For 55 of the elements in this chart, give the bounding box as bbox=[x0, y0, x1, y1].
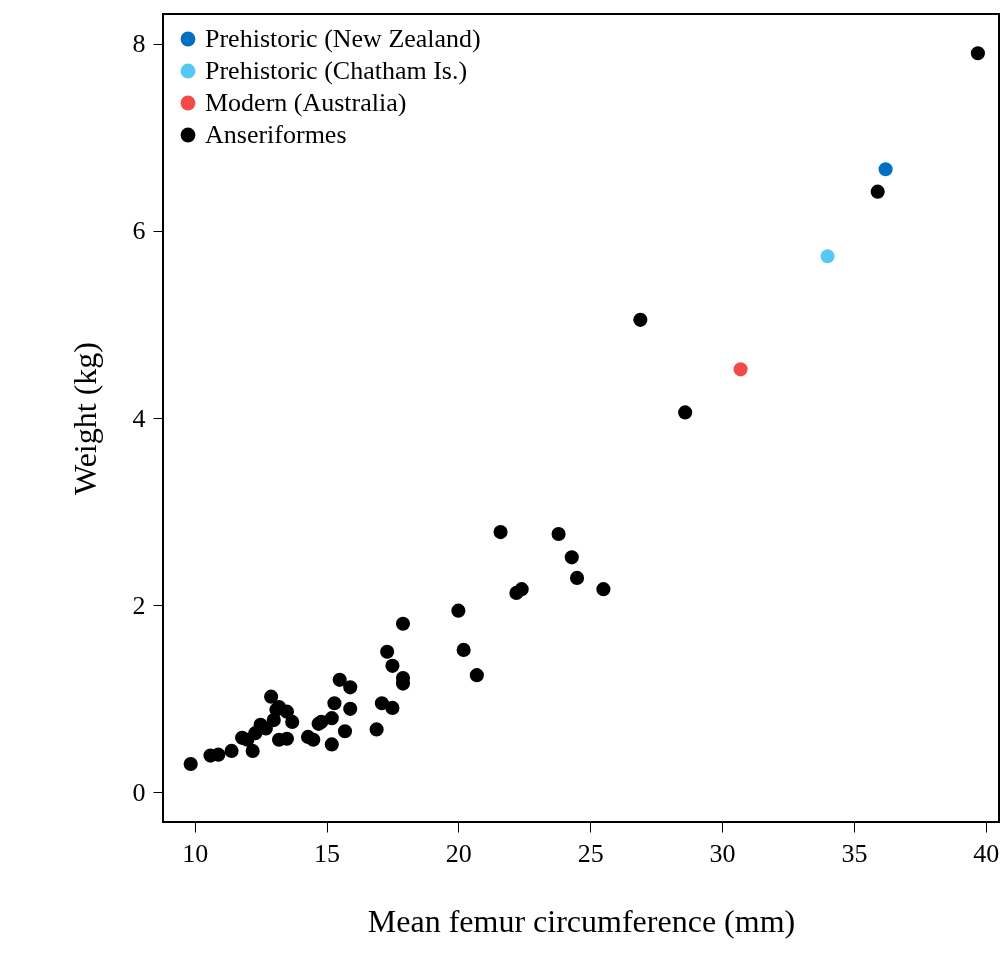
point bbox=[456, 642, 471, 657]
point bbox=[324, 711, 339, 726]
point bbox=[380, 644, 395, 659]
point bbox=[327, 696, 342, 711]
point bbox=[564, 550, 579, 565]
x-tick-label: 35 bbox=[841, 838, 868, 868]
point bbox=[633, 312, 648, 327]
y-tick-label: 8 bbox=[132, 29, 146, 59]
point bbox=[285, 714, 300, 729]
x-axis-title: Mean femur circumference (mm) bbox=[367, 902, 796, 939]
point bbox=[569, 570, 585, 585]
point bbox=[385, 658, 400, 673]
point bbox=[385, 700, 400, 715]
point bbox=[324, 737, 339, 752]
point bbox=[343, 701, 358, 716]
y-tick-label: 2 bbox=[132, 590, 146, 620]
point bbox=[678, 405, 693, 420]
point bbox=[451, 603, 466, 618]
legend-label: Prehistoric (Chatham Is.) bbox=[205, 56, 468, 85]
legend-label: Anseriformes bbox=[205, 120, 347, 149]
point bbox=[395, 616, 411, 631]
point bbox=[374, 696, 389, 711]
point bbox=[183, 756, 198, 772]
point bbox=[733, 362, 748, 377]
point bbox=[264, 689, 279, 704]
point bbox=[870, 184, 885, 199]
point bbox=[306, 732, 321, 747]
point bbox=[224, 743, 239, 758]
x-tick-label: 10 bbox=[182, 838, 209, 868]
x-tick-label: 15 bbox=[314, 838, 341, 868]
legend-label: Prehistoric (New Zealand) bbox=[205, 24, 481, 53]
point bbox=[820, 249, 835, 264]
point bbox=[551, 526, 566, 542]
point bbox=[514, 582, 529, 597]
y-tick-label: 4 bbox=[132, 403, 146, 433]
point bbox=[596, 582, 611, 597]
point bbox=[369, 722, 384, 737]
legend-label: Modern (Australia) bbox=[205, 88, 407, 117]
point bbox=[469, 668, 484, 683]
point bbox=[211, 747, 226, 762]
y-axis-title: Weight (kg) bbox=[66, 342, 103, 495]
point bbox=[245, 743, 260, 758]
point bbox=[970, 46, 985, 61]
point bbox=[878, 162, 893, 177]
x-tick-label: 40 bbox=[973, 838, 1000, 868]
point bbox=[332, 672, 347, 687]
x-tick-label: 25 bbox=[577, 838, 604, 868]
y-tick-label: 0 bbox=[132, 777, 146, 807]
x-tick-label: 30 bbox=[709, 838, 736, 868]
point bbox=[337, 724, 353, 739]
x-tick-label: 20 bbox=[445, 838, 472, 868]
y-tick-label: 6 bbox=[132, 216, 146, 246]
point bbox=[493, 525, 508, 540]
point bbox=[343, 680, 358, 695]
point bbox=[279, 704, 295, 719]
